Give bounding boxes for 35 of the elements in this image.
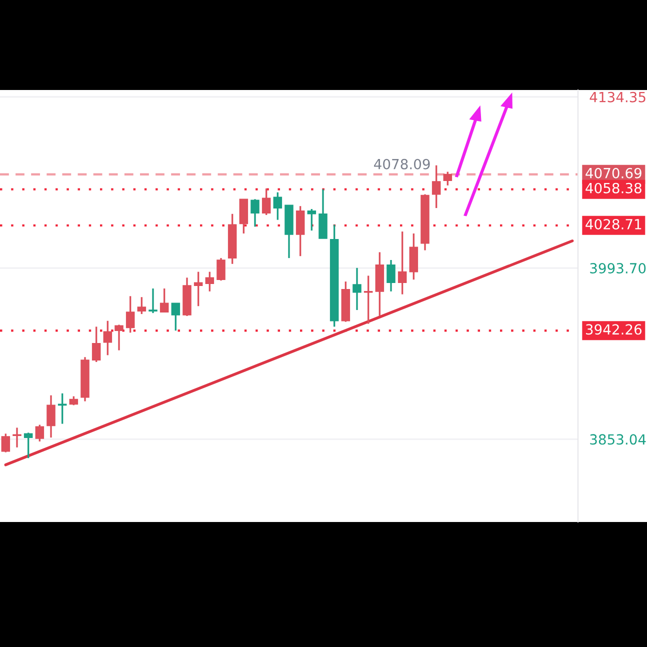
candlestick <box>432 164 441 209</box>
candlestick <box>273 192 282 221</box>
candlestick <box>364 274 373 325</box>
candlestick <box>216 257 226 282</box>
candlestick <box>114 324 124 352</box>
candlestick <box>126 295 135 334</box>
candlestick <box>171 302 180 332</box>
candlestick <box>250 198 260 228</box>
candlestick <box>1 432 10 454</box>
ref-line-label: 4058.38 <box>586 182 642 194</box>
candlestick <box>35 424 44 442</box>
candlestick <box>103 320 112 356</box>
y-tick-label: 4134.35 <box>590 92 646 102</box>
candlestick <box>24 432 33 459</box>
candlestick <box>398 230 407 296</box>
candlestick <box>205 270 214 292</box>
candlestick <box>160 288 169 313</box>
candlestick <box>194 270 203 307</box>
candlestick <box>307 208 316 232</box>
candlestick <box>12 426 22 448</box>
ref-line-label: 4070.69 <box>586 168 642 178</box>
annotation: 4078.09 <box>374 158 430 170</box>
candlestick <box>352 267 362 311</box>
candlestick <box>296 205 305 257</box>
candlestick <box>92 326 101 363</box>
candlestick <box>443 170 452 186</box>
candlestick <box>386 259 396 292</box>
ref-line-label: 3942.26 <box>586 324 642 335</box>
y-tick-label: 3993.70 <box>590 263 646 274</box>
candlestick <box>148 288 158 314</box>
ref-line-label: 4028.71 <box>586 218 642 230</box>
candlestick <box>137 296 146 315</box>
candlestick <box>46 394 56 438</box>
candlestick <box>262 188 271 216</box>
y-tick-label: 3853.04 <box>590 434 646 445</box>
